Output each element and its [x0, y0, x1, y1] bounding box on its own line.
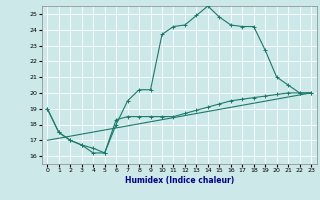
X-axis label: Humidex (Indice chaleur): Humidex (Indice chaleur) [124, 176, 234, 185]
